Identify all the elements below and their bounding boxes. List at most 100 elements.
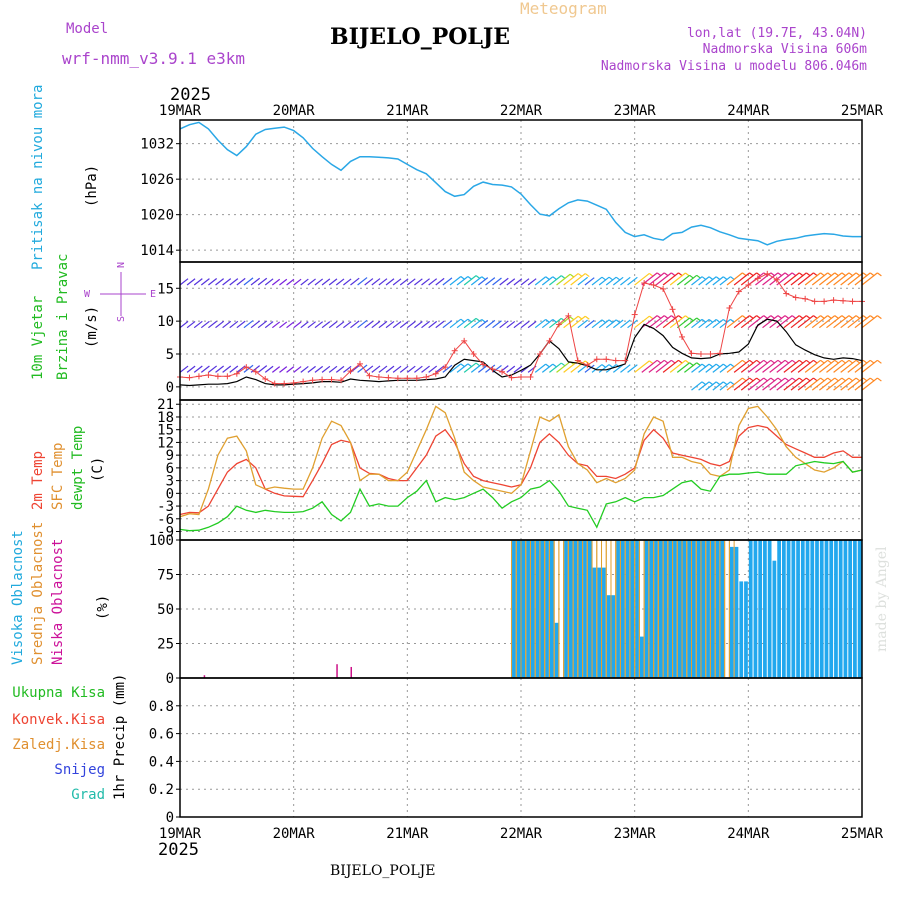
temp-side-label-2: SFC Temp <box>50 443 66 510</box>
high-cloud-bar <box>583 540 587 678</box>
wind-barb <box>350 277 360 286</box>
wind-barb <box>200 320 210 329</box>
high-cloud-bar <box>781 540 786 678</box>
precip-legend-5: Grad <box>71 787 105 803</box>
high-cloud-bar <box>516 540 521 678</box>
wind-barb <box>804 377 821 391</box>
wind-barb <box>513 320 523 329</box>
y-tick-label: -6 <box>157 512 174 528</box>
wind-barb <box>328 365 338 373</box>
wind-barb <box>669 272 686 286</box>
wind-barb <box>840 377 857 391</box>
high-cloud-bar <box>824 540 829 678</box>
year-top: 2025 <box>170 85 211 105</box>
y-tick-label: 75 <box>157 568 174 584</box>
model-label: Model <box>66 21 108 37</box>
y-tick-label: 10 <box>157 314 174 330</box>
dewpt-temp-line <box>179 460 863 532</box>
wind-barb <box>193 320 203 329</box>
x-tick-top: 22MAR <box>500 103 543 119</box>
high-cloud-bar <box>512 540 516 678</box>
wind-barb <box>776 359 793 373</box>
wind-barb <box>534 276 547 286</box>
high-cloud-bar <box>800 540 805 678</box>
wind-barb <box>804 272 821 286</box>
wind-barb <box>300 365 309 373</box>
wind-barb <box>286 366 295 373</box>
wind-barb <box>200 278 210 286</box>
wind-barb <box>833 359 850 373</box>
wind-barb <box>620 364 631 373</box>
elevation-label: Nadmorska Visina 606m <box>703 42 868 57</box>
high-cloud-bar <box>549 540 554 678</box>
footer-title: BIJELO_POLJE <box>330 863 435 879</box>
wind-barb <box>179 365 189 373</box>
wind-barb <box>499 320 509 329</box>
wind-barb <box>840 315 857 329</box>
wind-barb <box>414 278 423 286</box>
wind-barb <box>279 278 288 286</box>
wind-barb <box>321 365 331 373</box>
wind-barb <box>328 278 338 286</box>
wind-barb <box>279 366 288 373</box>
wind-barb <box>520 320 530 329</box>
wind-barb <box>357 319 368 329</box>
wind-barb <box>264 365 274 373</box>
wind-barb <box>755 377 772 391</box>
wind-barb <box>307 321 316 329</box>
wind-barb <box>584 277 595 286</box>
wind-barb <box>612 276 624 286</box>
x-tick-top: 25MAR <box>841 103 884 119</box>
wind-barb <box>826 359 843 373</box>
wind-barb <box>598 276 610 286</box>
temp-side-label-3: dewpt Temp <box>70 426 86 510</box>
wind-barb <box>790 315 807 329</box>
wind-barb <box>612 319 624 329</box>
y-tick-label: 5 <box>166 347 174 363</box>
wind-barb <box>563 315 579 329</box>
wind-barb-flag <box>877 377 882 382</box>
compass-e: E <box>150 289 156 300</box>
y-tick-label: 21 <box>157 397 174 413</box>
wind-barb <box>229 365 239 373</box>
wind-barb <box>200 365 210 373</box>
wind-barb <box>598 319 610 329</box>
wind-barb <box>314 278 324 286</box>
wind-barb <box>747 377 765 391</box>
wind-barb <box>669 315 686 329</box>
wind-barb <box>783 272 800 286</box>
wind-barb <box>790 359 807 373</box>
low-cloud-bar <box>336 664 338 678</box>
wind-barb <box>456 276 469 286</box>
high-cloud-bar <box>687 540 691 678</box>
wind-barb <box>790 377 807 391</box>
wind-barb <box>406 365 416 373</box>
high-cloud-bar <box>696 540 701 678</box>
wind-barb <box>762 315 779 329</box>
wind-barb <box>492 320 502 329</box>
panel-frame <box>179 677 863 818</box>
wind-barb <box>655 359 672 373</box>
wind-barb <box>300 278 309 286</box>
wind-barb <box>826 377 843 391</box>
wind-barb <box>428 278 438 286</box>
wind-side-label-1: 10m Vjetar <box>30 296 46 380</box>
high-cloud-bar <box>606 595 611 678</box>
wind-barb <box>414 321 423 329</box>
low-cloud-bar <box>350 666 352 678</box>
wind-barb <box>286 278 295 286</box>
wind-barb <box>811 272 829 286</box>
high-cloud-bar <box>540 540 545 678</box>
wind-barb-flag <box>584 315 590 320</box>
year-bottom: 2025 <box>158 840 199 860</box>
high-cloud-bar <box>857 540 862 678</box>
y-tick-label: 100 <box>149 533 174 549</box>
wind-barb <box>399 321 409 329</box>
wind-barb <box>392 365 402 373</box>
wind-barb <box>549 362 562 373</box>
wind-barb <box>364 320 374 329</box>
wind-barb <box>549 317 562 329</box>
wind-barb <box>676 362 690 373</box>
high-cloud-bar <box>758 540 763 678</box>
high-cloud-bar <box>748 540 753 678</box>
